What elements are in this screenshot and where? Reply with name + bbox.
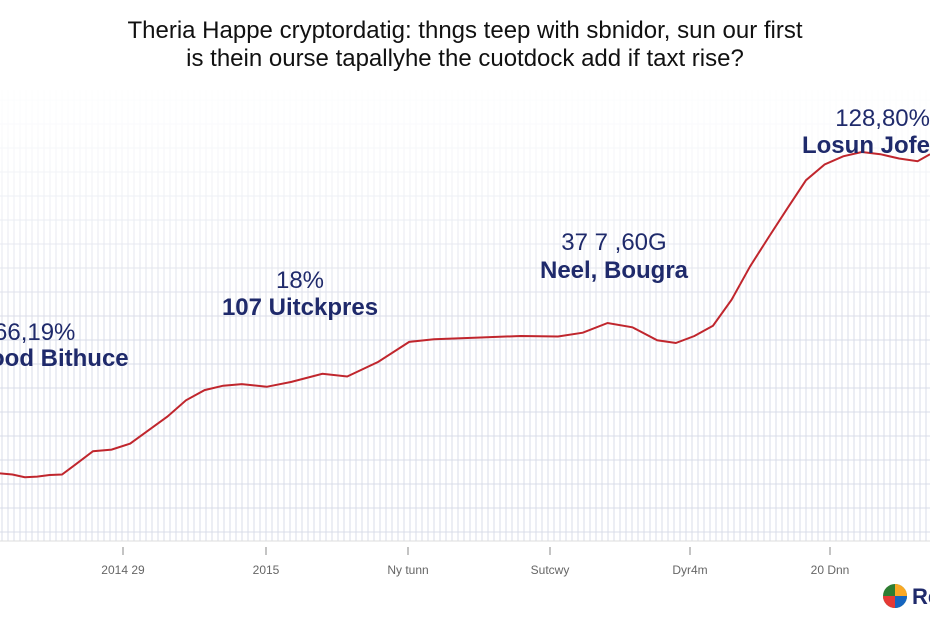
x-axis-ticks: 2014 29 2015 Ny tunn Sutcwy Dyr4m 20 Dnn	[101, 547, 849, 577]
title-line-1: Theria Happe cryptordatig: thngs teep wi…	[127, 17, 802, 44]
x-tick-label: Ny tunn	[387, 563, 428, 577]
annotation-2-value: 18%	[276, 267, 324, 294]
annotation-3-value: 37 7 ,60G	[561, 229, 666, 256]
annotation-3: 37 7 ,60G Neel, Bougra	[540, 229, 689, 284]
x-tick-label: Dyr4m	[672, 563, 707, 577]
brand-logo: Re	[883, 584, 930, 609]
x-tick-label: 20 Dnn	[811, 563, 850, 577]
annotation-4-label: Losun Jofe	[802, 132, 930, 159]
annotation-4-value: 128,80%	[835, 105, 930, 132]
pie-logo-icon	[883, 584, 907, 608]
logo-text: Re	[912, 584, 930, 609]
annotation-2: 18% 107 Uitckpres	[222, 267, 378, 321]
x-tick-label: 2014 29	[101, 563, 145, 577]
title-line-2: is thein ourse tapallyhe the cuotdock ad…	[186, 45, 744, 72]
x-tick-label: Sutcwy	[531, 563, 570, 577]
x-tick-label: 2015	[253, 563, 280, 577]
annotation-1-value: 66,19%	[0, 319, 75, 346]
annotation-1: 66,19% ood Bithuce	[0, 319, 129, 372]
annotation-2-label: 107 Uitckpres	[222, 294, 378, 321]
series-line	[0, 150, 930, 479]
annotation-3-label: Neel, Bougra	[540, 257, 689, 284]
annotation-1-label: ood Bithuce	[0, 345, 129, 372]
grid-fade-overlay	[0, 0, 930, 330]
annotation-4: 128,80% Losun Jofe	[802, 105, 930, 159]
